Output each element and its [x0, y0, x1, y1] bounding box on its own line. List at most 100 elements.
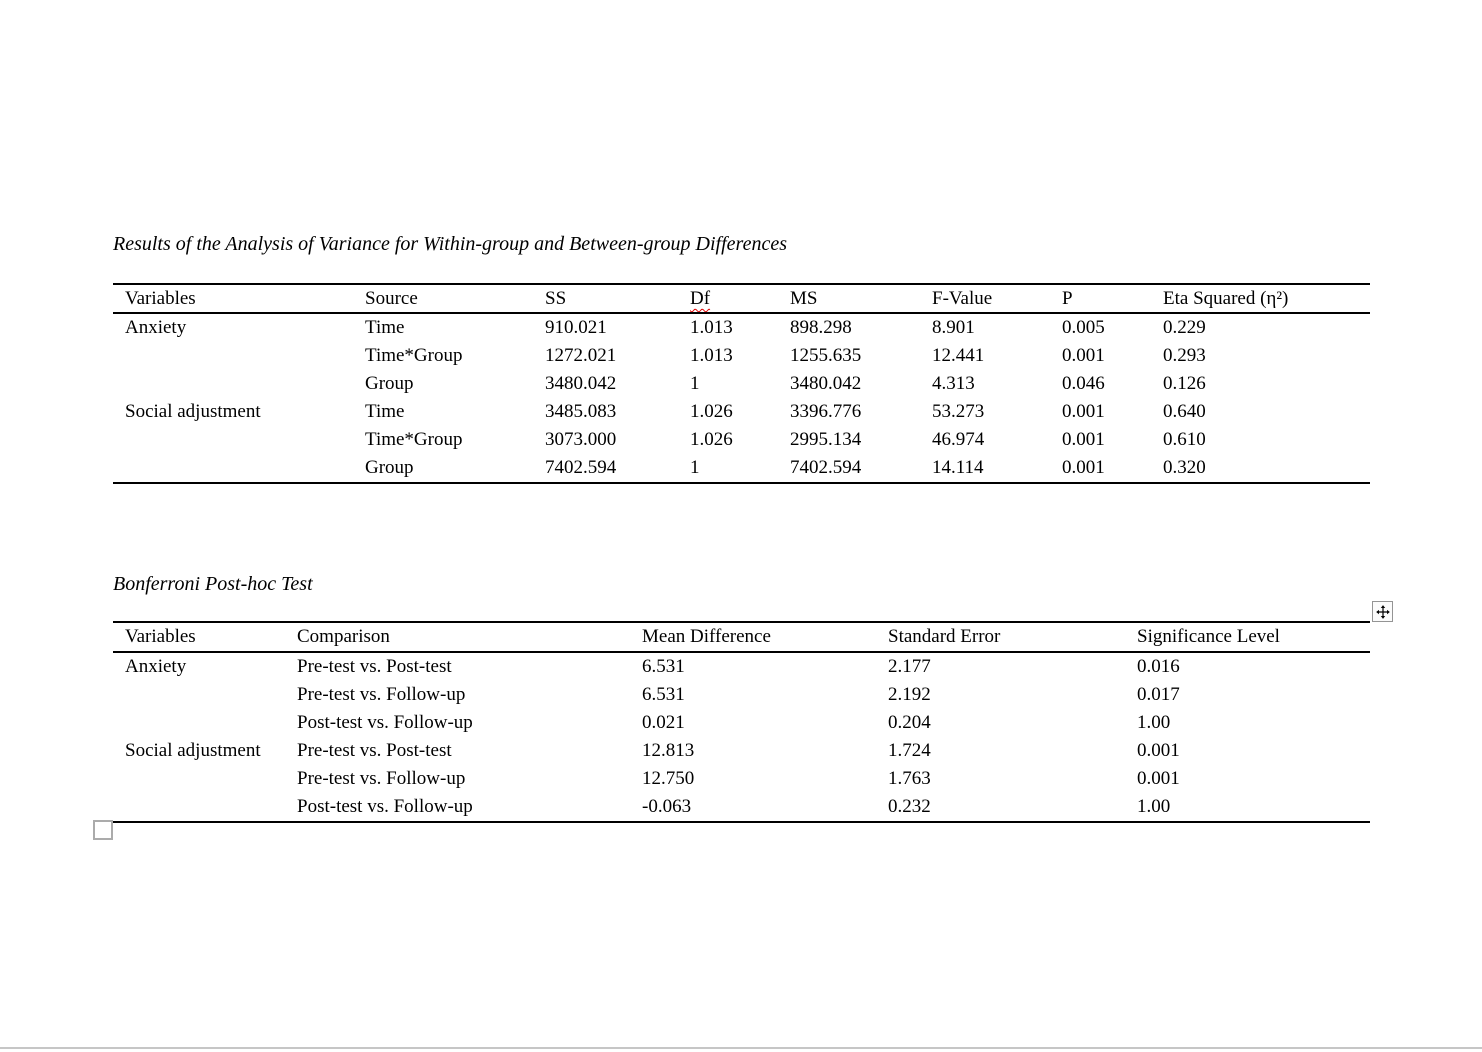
cell-standard-error: 2.177 — [888, 656, 931, 677]
posthoc-header-significance-level: Significance Level — [1137, 626, 1280, 647]
anova-table-title: Results of the Analysis of Variance for … — [113, 233, 787, 255]
anova-header-ms: MS — [790, 288, 818, 309]
cell-significance: 1.00 — [1137, 712, 1171, 733]
cell-source: Time — [365, 317, 405, 338]
cell-fvalue: 53.273 — [932, 401, 985, 422]
cell-eta: 0.126 — [1163, 373, 1206, 394]
table-row: Post-test vs. Follow-up 0.021 0.204 1.00 — [113, 709, 1370, 737]
cell-comparison: Pre-test vs. Post-test — [297, 656, 452, 677]
table-row: Social adjustment Time 3485.083 1.026 33… — [113, 398, 1370, 426]
cell-standard-error: 0.232 — [888, 796, 931, 817]
cell-df: 1.013 — [690, 317, 733, 338]
cell-p: 0.001 — [1062, 401, 1105, 422]
anova-header-df: Df — [678, 285, 778, 312]
cell-eta: 0.640 — [1163, 401, 1206, 422]
cell-significance: 1.00 — [1137, 796, 1171, 817]
table-row: Anxiety Pre-test vs. Post-test 6.531 2.1… — [113, 653, 1370, 681]
table-row: Pre-test vs. Follow-up 6.531 2.192 0.017 — [113, 681, 1370, 709]
cell-df: 1.026 — [690, 429, 733, 450]
cell-variable — [113, 426, 353, 454]
anova-header-variables: Variables — [125, 288, 196, 309]
cell-source: Group — [365, 373, 414, 394]
cell-comparison: Pre-test vs. Follow-up — [297, 684, 466, 705]
cell-variable: Anxiety — [125, 656, 187, 677]
cell-ss: 3480.042 — [545, 373, 617, 394]
anova-header-source: Source — [365, 288, 418, 309]
cell-mean-difference: 6.531 — [642, 684, 685, 705]
cell-significance: 0.001 — [1137, 740, 1180, 761]
cell-comparison: Pre-test vs. Follow-up — [297, 768, 466, 789]
table-row: Time*Group 3073.000 1.026 2995.134 46.97… — [113, 426, 1370, 454]
cell-source: Time*Group — [365, 429, 463, 450]
posthoc-header-standard-error: Standard Error — [888, 626, 1001, 647]
cell-p: 0.046 — [1062, 373, 1105, 394]
cell-mean-difference: 12.750 — [642, 768, 695, 789]
table-row: Time*Group 1272.021 1.013 1255.635 12.44… — [113, 342, 1370, 370]
cell-variable — [113, 793, 285, 821]
cell-source: Time — [365, 401, 405, 422]
table-row: Group 3480.042 1 3480.042 4.313 0.046 0.… — [113, 370, 1370, 398]
posthoc-header-variables: Variables — [125, 626, 196, 647]
cell-p: 0.005 — [1062, 317, 1105, 338]
cell-ms: 7402.594 — [790, 457, 862, 478]
page-bottom-divider — [0, 1047, 1482, 1049]
cell-p: 0.001 — [1062, 457, 1105, 478]
cell-variable — [113, 454, 353, 482]
cell-df: 1.013 — [690, 345, 733, 366]
cell-comparison: Pre-test vs. Post-test — [297, 740, 452, 761]
anova-header-eta-squared: Eta Squared (η²) — [1163, 288, 1289, 309]
cell-ss: 1272.021 — [545, 345, 617, 366]
cell-ms: 3396.776 — [790, 401, 862, 422]
cell-variable: Social adjustment — [125, 401, 261, 422]
anova-header-ss: SS — [545, 288, 567, 309]
table-row: Post-test vs. Follow-up -0.063 0.232 1.0… — [113, 793, 1370, 821]
anova-header-row: Variables Source SS Df MS F-Value P Eta … — [113, 285, 1370, 314]
table-row: Social adjustment Pre-test vs. Post-test… — [113, 737, 1370, 765]
cell-variable — [113, 681, 285, 709]
cell-fvalue: 4.313 — [932, 373, 975, 394]
cell-ms: 1255.635 — [790, 345, 862, 366]
cell-eta: 0.229 — [1163, 317, 1206, 338]
cell-mean-difference: 0.021 — [642, 712, 685, 733]
cell-df: 1.026 — [690, 401, 733, 422]
cell-ms: 2995.134 — [790, 429, 862, 450]
cell-variable: Social adjustment — [125, 740, 261, 761]
posthoc-header-mean-difference: Mean Difference — [642, 626, 771, 647]
cell-eta: 0.320 — [1163, 457, 1206, 478]
posthoc-header-comparison: Comparison — [297, 626, 390, 647]
cell-variable — [113, 765, 285, 793]
anova-header-p: P — [1062, 288, 1073, 309]
cell-variable: Anxiety — [125, 317, 187, 338]
posthoc-table-title: Bonferroni Post-hoc Test — [113, 573, 313, 595]
cell-standard-error: 1.724 — [888, 740, 931, 761]
cell-fvalue: 46.974 — [932, 429, 985, 450]
cell-fvalue: 12.441 — [932, 345, 985, 366]
cell-standard-error: 2.192 — [888, 684, 931, 705]
cell-eta: 0.610 — [1163, 429, 1206, 450]
cell-mean-difference: -0.063 — [642, 796, 692, 817]
cell-p: 0.001 — [1062, 429, 1105, 450]
table-row: Anxiety Time 910.021 1.013 898.298 8.901… — [113, 314, 1370, 342]
cell-standard-error: 0.204 — [888, 712, 931, 733]
cell-mean-difference: 12.813 — [642, 740, 695, 761]
cell-ss: 7402.594 — [545, 457, 617, 478]
cell-variable — [113, 709, 285, 737]
cell-source: Time*Group — [365, 345, 463, 366]
cell-significance: 0.017 — [1137, 684, 1180, 705]
cell-comparison: Post-test vs. Follow-up — [297, 796, 473, 817]
anova-header-fvalue: F-Value — [932, 288, 993, 309]
cell-ss: 3485.083 — [545, 401, 617, 422]
anova-table: Variables Source SS Df MS F-Value P Eta … — [113, 283, 1370, 484]
cell-ss: 3073.000 — [545, 429, 617, 450]
four-way-move-icon — [1375, 604, 1390, 619]
table-move-handle[interactable] — [1372, 601, 1393, 622]
table-resize-handle[interactable] — [93, 820, 113, 840]
cell-significance: 0.016 — [1137, 656, 1180, 677]
cell-fvalue: 14.114 — [932, 457, 984, 478]
cell-df: 1 — [690, 373, 700, 394]
cell-p: 0.001 — [1062, 345, 1105, 366]
cell-variable — [113, 342, 353, 370]
cell-standard-error: 1.763 — [888, 768, 931, 789]
cell-eta: 0.293 — [1163, 345, 1206, 366]
table-row: Pre-test vs. Follow-up 12.750 1.763 0.00… — [113, 765, 1370, 793]
